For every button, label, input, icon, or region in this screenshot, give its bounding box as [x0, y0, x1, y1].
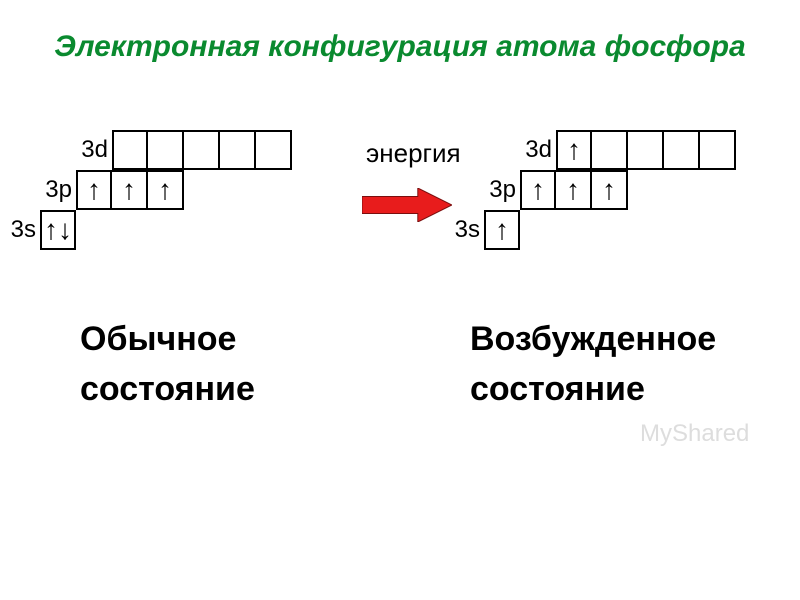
orbital-cell: ↑: [520, 170, 556, 210]
watermark: MyShared: [640, 420, 749, 448]
page-title: Электронная конфигурация атома фосфора: [0, 30, 800, 64]
energy-label: энергия: [366, 138, 461, 169]
orbital-label-3s: 3s: [450, 210, 484, 250]
orbital-cell: ↑: [112, 170, 148, 210]
orbital-row-3d: 3d↑: [522, 130, 736, 170]
orbital-cell: ↑: [556, 130, 592, 170]
orbital-cell: ↑: [592, 170, 628, 210]
orbital-cells-3p: ↑↑↑: [520, 170, 628, 210]
orbital-label-3d: 3d: [78, 130, 112, 170]
orbital-cell: [664, 130, 700, 170]
orbital-row-3s: 3s↑: [450, 210, 520, 250]
orbital-cell: [592, 130, 628, 170]
caption-excited-line2: состояние: [470, 370, 645, 409]
orbital-cell: [220, 130, 256, 170]
orbital-cell: [700, 130, 736, 170]
caption-ground-line2: состояние: [80, 370, 255, 409]
orbital-cells-3p: ↑↑↑: [76, 170, 184, 210]
orbital-cell: ↑: [76, 170, 112, 210]
orbital-label-3s: 3s: [6, 210, 40, 250]
orbital-cell: [256, 130, 292, 170]
orbital-label-3p: 3p: [42, 170, 76, 210]
orbital-label-3d: 3d: [522, 130, 556, 170]
orbital-row-3s: 3s↑↓: [6, 210, 76, 250]
orbital-cell: [148, 130, 184, 170]
orbital-cell: [184, 130, 220, 170]
orbital-cell: [628, 130, 664, 170]
orbital-row-3d: 3d: [78, 130, 292, 170]
arrow-icon: [362, 188, 452, 222]
orbital-label-3p: 3p: [486, 170, 520, 210]
orbital-cells-3s: ↑: [484, 210, 520, 250]
orbital-cell: ↑↓: [40, 210, 76, 250]
caption-ground-line1: Обычное: [80, 320, 236, 359]
orbital-cell: ↑: [484, 210, 520, 250]
orbital-cell: ↑: [556, 170, 592, 210]
caption-excited-line1: Возбужденное: [470, 320, 716, 359]
orbital-row-3p: 3p↑↑↑: [42, 170, 184, 210]
orbital-row-3p: 3p↑↑↑: [486, 170, 628, 210]
orbital-cell: ↑: [148, 170, 184, 210]
orbital-cell: [112, 130, 148, 170]
orbital-cells-3d: ↑: [556, 130, 736, 170]
transition-arrow: [362, 188, 452, 227]
orbital-cells-3s: ↑↓: [40, 210, 76, 250]
orbital-cells-3d: [112, 130, 292, 170]
